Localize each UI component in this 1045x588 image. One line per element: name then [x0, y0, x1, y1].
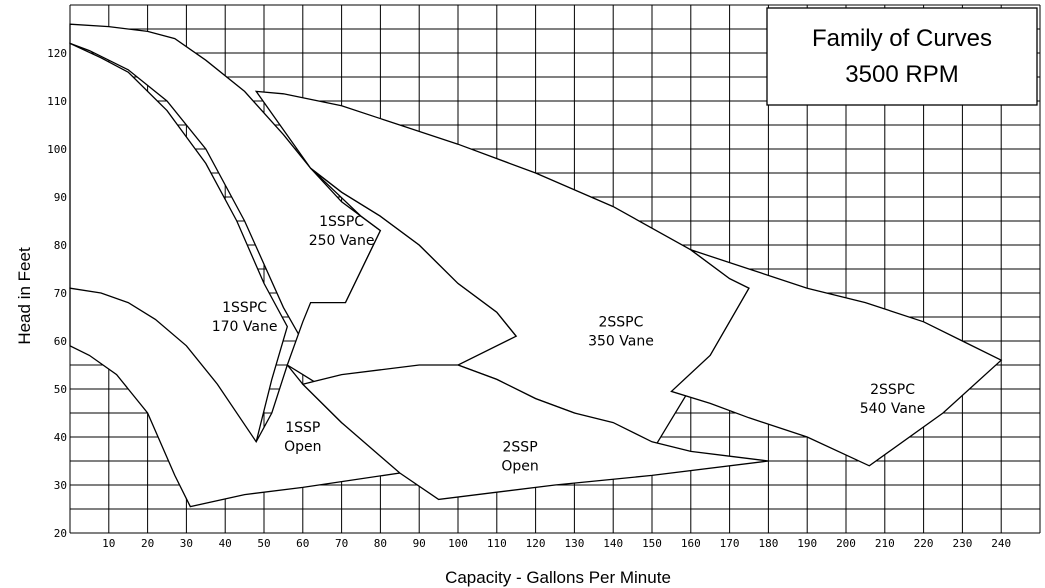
region-label-1sspc-170-vane: 170 Vane — [212, 319, 278, 335]
x-tick-label: 90 — [413, 537, 426, 550]
x-tick-label: 140 — [603, 537, 623, 550]
x-tick-label: 180 — [758, 537, 778, 550]
x-tick-label: 210 — [875, 537, 895, 550]
y-tick-label: 40 — [54, 431, 67, 444]
x-tick-label: 160 — [681, 537, 701, 550]
region-label-2ssp-open: Open — [501, 458, 538, 474]
x-tick-label: 60 — [296, 537, 309, 550]
x-tick-label: 150 — [642, 537, 662, 550]
y-tick-label: 20 — [54, 527, 67, 540]
x-tick-label: 50 — [257, 537, 270, 550]
y-tick-label: 80 — [54, 239, 67, 252]
y-tick-label: 110 — [47, 95, 67, 108]
x-tick-label: 240 — [991, 537, 1011, 550]
x-tick-label: 230 — [952, 537, 972, 550]
x-tick-label: 110 — [487, 537, 507, 550]
y-tick-label: 60 — [54, 335, 67, 348]
region-2ssp-open: 2SSP Open — [301, 364, 769, 501]
x-tick-label: 100 — [448, 537, 468, 550]
region-label-1ssp-open: 1SSP — [285, 420, 320, 436]
x-tick-label: 70 — [335, 537, 348, 550]
chart-subtitle: 3500 RPM — [845, 61, 958, 88]
tick-labels: 10 20 30 40 50 60 70 80 90 100 110 120 130 140 150 160 1… — [47, 47, 1011, 550]
x-tick-label: 40 — [219, 537, 232, 550]
x-tick-label: 220 — [914, 537, 934, 550]
x-tick-label: 200 — [836, 537, 856, 550]
x-tick-label: 10 — [102, 537, 115, 550]
region-outline-2ssp-open — [301, 364, 769, 501]
y-tick-label: 70 — [54, 287, 67, 300]
x-tick-label: 80 — [374, 537, 387, 550]
region-1sspc-250-vane: 1SSPC 250 Vane — [69, 23, 382, 357]
x-tick-label: 130 — [564, 537, 584, 550]
x-tick-label: 30 — [180, 537, 193, 550]
region-label-1sspc-250-vane: 250 Vane — [309, 233, 375, 249]
region-label-2sspc-350-vane: 2SSPC — [599, 315, 644, 331]
region-label-1sspc-170-vane: 1SSPC — [222, 300, 267, 316]
region-2sspc-540-vane: 2SSPC 540 Vane — [670, 249, 1003, 467]
chart-title: Family of Curves — [812, 25, 992, 52]
y-tick-label: 90 — [54, 191, 67, 204]
y-axis-label: Head in Feet — [15, 247, 34, 345]
x-tick-label: 120 — [526, 537, 546, 550]
title-box: Family of Curves 3500 RPM — [766, 7, 1038, 106]
y-tick-label: 50 — [54, 383, 67, 396]
y-tick-label: 100 — [47, 143, 67, 156]
region-label-2sspc-350-vane: 350 Vane — [588, 334, 654, 350]
x-tick-label: 190 — [797, 537, 817, 550]
region-label-1ssp-open: Open — [284, 439, 321, 455]
x-tick-label: 20 — [141, 537, 154, 550]
region-label-2sspc-540-vane: 540 Vane — [860, 401, 926, 417]
y-tick-label: 30 — [54, 479, 67, 492]
x-axis-label: Capacity - Gallons Per Minute — [445, 568, 671, 587]
region-label-2sspc-540-vane: 2SSPC — [870, 382, 915, 398]
x-tick-label: 170 — [720, 537, 740, 550]
y-tick-label: 120 — [47, 47, 67, 60]
region-label-1sspc-250-vane: 1SSPC — [319, 214, 364, 230]
region-2sspc-350-vane: 2SSPC 350 Vane — [254, 90, 750, 453]
region-outline-2sspc-540-vane — [670, 249, 1003, 467]
region-label-2ssp-open: 2SSP — [503, 439, 538, 455]
